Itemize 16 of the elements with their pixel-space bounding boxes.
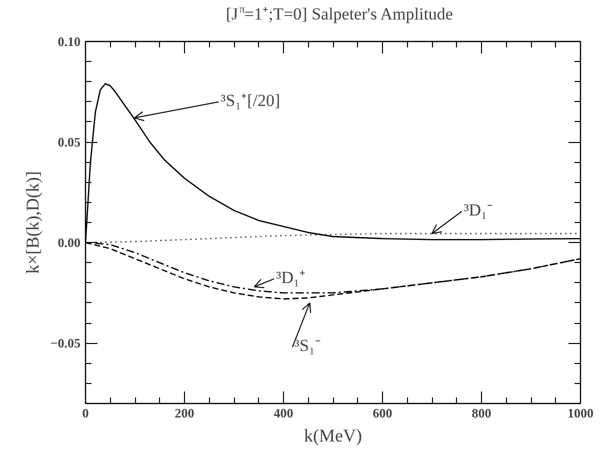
y-tick-label: 0.10 [58, 34, 80, 49]
x-tick-label: 800 [472, 406, 492, 420]
x-tick-label: 200 [174, 406, 194, 420]
x-tick-label: 400 [274, 406, 294, 420]
y-tick-label: −0.05 [50, 336, 81, 351]
annotation: ³S₁⁻ [294, 336, 321, 356]
annotation: ³D₁⁻ [464, 200, 494, 220]
x-tick-label: 1000 [568, 406, 594, 420]
x-tick-label: 600 [372, 406, 392, 420]
y-axis-title: k×[B(k),D(k)] [22, 171, 42, 274]
y-tick-label: 0.05 [58, 134, 81, 150]
x-tick-label: 0 [82, 406, 89, 420]
x-axis-title: k(MeV) [304, 426, 362, 446]
annotation: ³S₁⁺[/20] [220, 90, 280, 110]
y-tick-label: 0.00 [58, 235, 80, 250]
annotation: ³D₁⁺ [276, 268, 306, 287]
